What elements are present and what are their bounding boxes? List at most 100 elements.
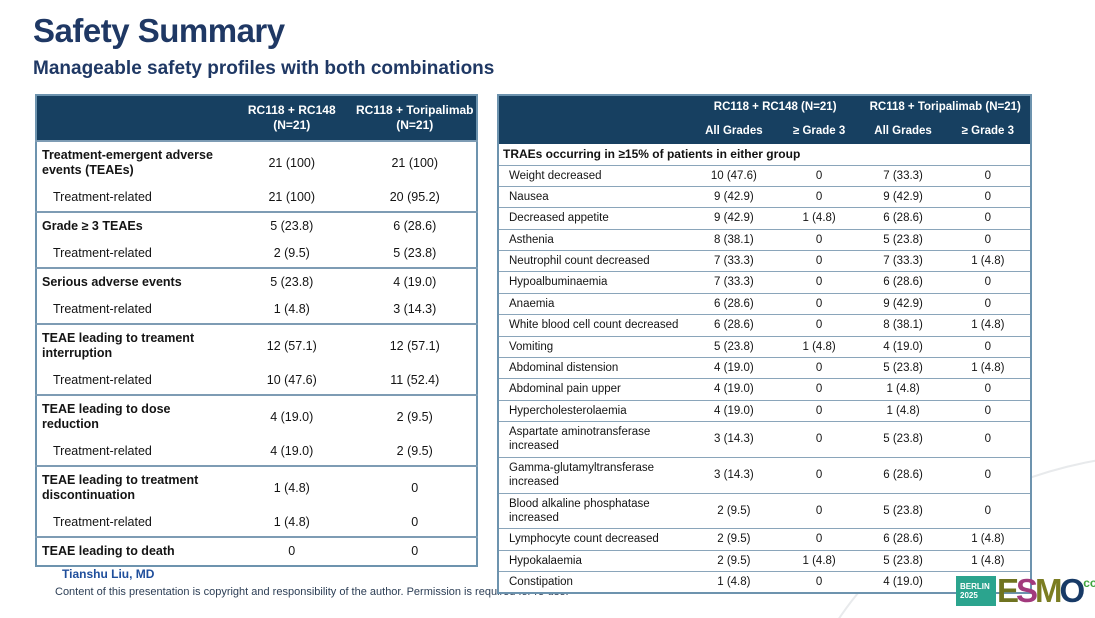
value-cell: 10 (47.6) — [689, 164, 778, 187]
badge-city: BERLIN — [960, 581, 990, 591]
trae-row: Aspartate aminotransferase increased 3 (1… — [498, 421, 1031, 458]
category-row: TEAE leading to treatment discontinuatio… — [36, 465, 477, 509]
value-cell: 3 (14.3) — [689, 421, 778, 458]
row-label: Treatment-related — [53, 190, 152, 204]
category-row: TEAE leading to dose reduction 4 (19.0) 2 … — [36, 394, 477, 438]
value-cell: 7 (33.3) — [860, 164, 946, 187]
event-name: Constipation — [498, 571, 690, 594]
value-cell: 9 (42.9) — [860, 185, 946, 208]
right-table-group-header-row: RC118 + RC148 (N=21) RC118 + Toripalimab… — [498, 95, 1031, 144]
trae-row: Vomiting 5 (23.8) 1 (4.8) 4 (19.0) 0 — [498, 335, 1031, 358]
trae-row: Lymphocyte count decreased 2 (9.5) 0 6 (28.… — [498, 528, 1031, 551]
value-cell: 4 (19.0) — [860, 571, 946, 594]
value-cell: 6 (28.6) — [860, 207, 946, 230]
value-cell: 1 (4.8) — [945, 549, 1031, 572]
value-cell: 0 — [353, 465, 477, 509]
left-header-empty — [36, 95, 231, 141]
subheader-grade3-2: ≥ Grade 3 — [945, 119, 1031, 144]
value-cell: 0 — [945, 421, 1031, 458]
treatment-related-row: Treatment-related 1 (4.8) 3 (14.3) — [36, 296, 477, 324]
value-cell: 4 (19.0) — [860, 335, 946, 358]
value-cell: 6 (28.6) — [689, 292, 778, 315]
value-cell: 2 (9.5) — [689, 492, 778, 529]
treatment-related-row: Treatment-related 21 (100) 20 (95.2) — [36, 184, 477, 212]
value-cell: 4 (19.0) — [689, 356, 778, 379]
value-cell: 1 (4.8) — [273, 515, 310, 529]
trae-row: Hypokalaemia 2 (9.5) 1 (4.8) 5 (23.8) 1 (4.8… — [498, 549, 1031, 572]
value-cell: 0 — [777, 378, 861, 401]
value-cell: 0 — [945, 185, 1031, 208]
row-label: Grade ≥ 3 TEAEs — [36, 211, 231, 240]
event-name: Hypokalaemia — [498, 549, 690, 572]
esmo-letter-e: E — [997, 572, 1019, 609]
event-name: Abdominal distension — [498, 356, 690, 379]
value-cell: 0 — [945, 492, 1031, 529]
author-name: Tianshu Liu, MD — [62, 567, 155, 581]
value-cell: 0 — [777, 421, 861, 458]
slide-subtitle: Manageable safety profiles with both com… — [33, 58, 495, 79]
row-label: Treatment-related — [53, 444, 152, 458]
row-label: Treatment-related — [53, 246, 152, 260]
row-label: TEAE leading to dose reduction — [36, 394, 231, 438]
value-cell: 1 (4.8) — [777, 207, 861, 230]
value-cell: 21 (100) — [230, 140, 354, 184]
value-cell: 0 — [945, 164, 1031, 187]
value-cell: 0 — [945, 228, 1031, 251]
event-name: Abdominal pain upper — [498, 378, 690, 401]
value-cell: 6 (28.6) — [860, 528, 946, 551]
value-cell: 6 (28.6) — [353, 211, 477, 240]
row-label: Serious adverse events — [36, 267, 231, 296]
value-cell: 0 — [411, 515, 419, 529]
trae-row: Gamma-glutamyltransferase increased 3 (14… — [498, 456, 1031, 494]
trae-table: RC118 + RC148 (N=21) RC118 + Toripalimab… — [497, 94, 1032, 595]
value-cell: 0 — [777, 456, 861, 494]
trae-section-header-row: TRAEs occurring in ≥15% of patients in e… — [498, 144, 1031, 166]
trae-section-header: TRAEs occurring in ≥15% of patients in e… — [503, 146, 801, 161]
value-cell: 21 (100) — [268, 190, 316, 204]
row-label: Treatment-related — [53, 302, 152, 316]
value-cell: 1 (4.8) — [945, 250, 1031, 272]
value-cell: 4 (19.0) — [230, 394, 354, 438]
esmo-letter-s: S — [1016, 572, 1038, 609]
row-label: TEAE leading to treament interruption — [36, 323, 231, 367]
value-cell: 0 — [777, 571, 861, 594]
event-name: Hypoalbuminaemia — [498, 271, 690, 294]
right-header-rc118-rc148: RC118 + RC148 (N=21) — [689, 95, 861, 120]
category-row: Treatment-emergent adverse events (TEAEs… — [36, 140, 477, 184]
value-cell: 21 (100) — [353, 140, 477, 184]
value-cell: 0 — [777, 164, 861, 187]
value-cell: 1 (4.8) — [945, 528, 1031, 551]
value-cell: 0 — [777, 399, 861, 422]
esmo-letter-o: O — [1059, 572, 1086, 609]
event-name: Hypercholesterolaemia — [498, 399, 690, 422]
column-title: RC118 + Toripalimab — [356, 103, 474, 117]
row-label: Treatment-emergent adverse events (TEAEs… — [36, 140, 231, 184]
category-row: Serious adverse events 5 (23.8) 4 (19.0) — [36, 267, 477, 296]
value-cell: 5 (23.8) — [860, 549, 946, 572]
esmo-wordmark: ESMO — [997, 574, 1085, 607]
slide-title: Safety Summary — [33, 12, 285, 49]
value-cell: 0 — [777, 271, 861, 294]
berlin-2025-badge: BERLIN 2025 — [956, 576, 996, 606]
value-cell: 1 (4.8) — [860, 399, 946, 422]
value-cell: 6 (28.6) — [860, 456, 946, 494]
value-cell: 5 (23.8) — [860, 356, 946, 379]
event-name: Vomiting — [498, 335, 690, 358]
row-label: Treatment-related — [53, 515, 152, 529]
right-header-rc118-toripalimab: RC118 + Toripalimab (N=21) — [860, 95, 1031, 120]
trae-row: Anaemia 6 (28.6) 0 9 (42.9) 0 — [498, 292, 1031, 315]
trae-row: Blood alkaline phosphatase increased 2 (9… — [498, 492, 1031, 529]
value-cell: 5 (23.8) — [230, 211, 354, 240]
value-cell: 1 (4.8) — [230, 465, 354, 509]
value-cell: 4 (19.0) — [270, 444, 314, 458]
esmo-congress-logo: BERLIN 2025 ESMO congress — [956, 574, 1095, 607]
copyright-notice: Content of this presentation is copyrigh… — [55, 586, 569, 598]
value-cell: 5 (23.8) — [860, 492, 946, 529]
value-cell: 2 (9.5) — [689, 549, 778, 572]
value-cell: 10 (47.6) — [266, 373, 317, 387]
column-n: (N=21) — [396, 118, 434, 132]
category-row: TEAE leading to death 0 0 — [36, 536, 477, 566]
event-name: Lymphocyte count decreased — [498, 528, 690, 551]
trae-row: Abdominal pain upper 4 (19.0) 0 1 (4.8) 0 — [498, 378, 1031, 401]
trae-row: Hypoalbuminaemia 7 (33.3) 0 6 (28.6) 0 — [498, 271, 1031, 294]
